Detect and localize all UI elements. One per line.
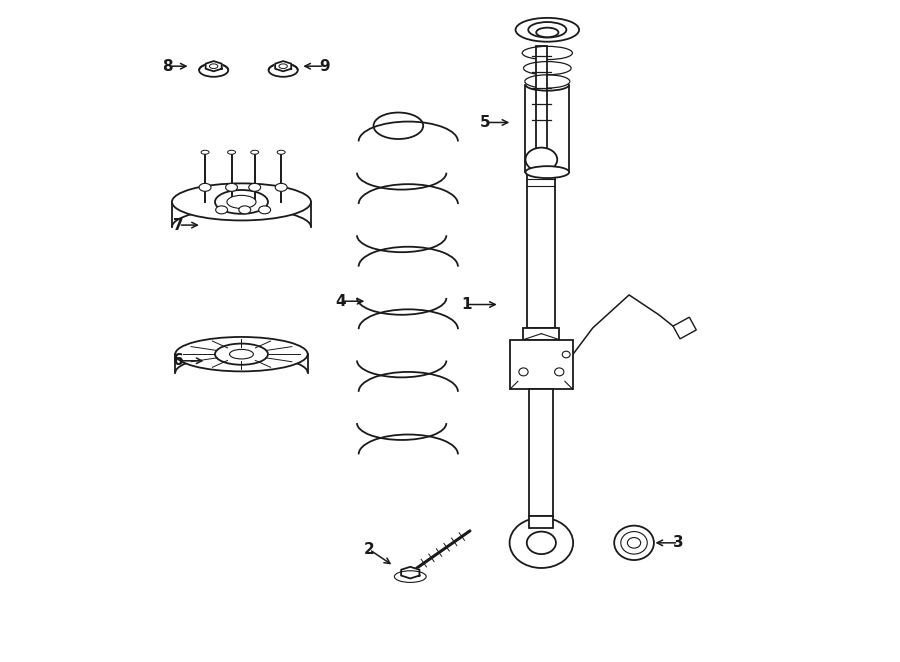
Text: 9: 9 [319, 59, 329, 73]
Ellipse shape [258, 206, 271, 214]
Bar [529, 389, 554, 516]
Ellipse shape [226, 183, 238, 191]
Ellipse shape [279, 64, 287, 69]
Bar [536, 46, 546, 149]
Ellipse shape [215, 344, 268, 365]
Ellipse shape [215, 190, 268, 214]
Ellipse shape [248, 183, 261, 191]
Ellipse shape [562, 351, 571, 357]
Text: 6: 6 [173, 354, 184, 368]
Text: 1: 1 [462, 297, 472, 312]
Text: 2: 2 [364, 542, 374, 557]
Text: 4: 4 [336, 294, 346, 308]
Ellipse shape [614, 526, 654, 560]
Bar [527, 171, 555, 328]
Text: 7: 7 [174, 218, 184, 232]
Ellipse shape [536, 28, 558, 37]
Ellipse shape [394, 571, 427, 583]
Ellipse shape [526, 532, 556, 554]
Ellipse shape [268, 64, 298, 77]
Ellipse shape [216, 206, 228, 214]
Ellipse shape [528, 22, 566, 38]
Polygon shape [401, 567, 419, 579]
Polygon shape [673, 317, 697, 339]
Ellipse shape [518, 368, 528, 376]
Ellipse shape [251, 150, 258, 154]
Ellipse shape [275, 183, 287, 191]
Ellipse shape [526, 148, 557, 171]
Ellipse shape [199, 64, 229, 77]
Bar [524, 328, 559, 340]
Text: 5: 5 [480, 115, 491, 130]
Ellipse shape [176, 337, 308, 371]
Ellipse shape [228, 150, 236, 154]
Ellipse shape [238, 206, 251, 214]
Ellipse shape [621, 532, 647, 554]
Ellipse shape [627, 538, 641, 548]
Polygon shape [275, 61, 292, 71]
Ellipse shape [516, 18, 579, 42]
Ellipse shape [227, 195, 256, 209]
Ellipse shape [199, 183, 211, 191]
Ellipse shape [210, 64, 218, 69]
Bar [510, 340, 572, 389]
Ellipse shape [172, 183, 311, 220]
Ellipse shape [554, 368, 564, 376]
Ellipse shape [509, 518, 573, 568]
Bar [529, 516, 554, 528]
Ellipse shape [230, 350, 254, 359]
Polygon shape [205, 61, 221, 71]
Ellipse shape [201, 150, 209, 154]
Text: 8: 8 [162, 59, 173, 73]
Ellipse shape [526, 166, 569, 178]
Ellipse shape [277, 150, 285, 154]
Text: 3: 3 [673, 536, 684, 550]
